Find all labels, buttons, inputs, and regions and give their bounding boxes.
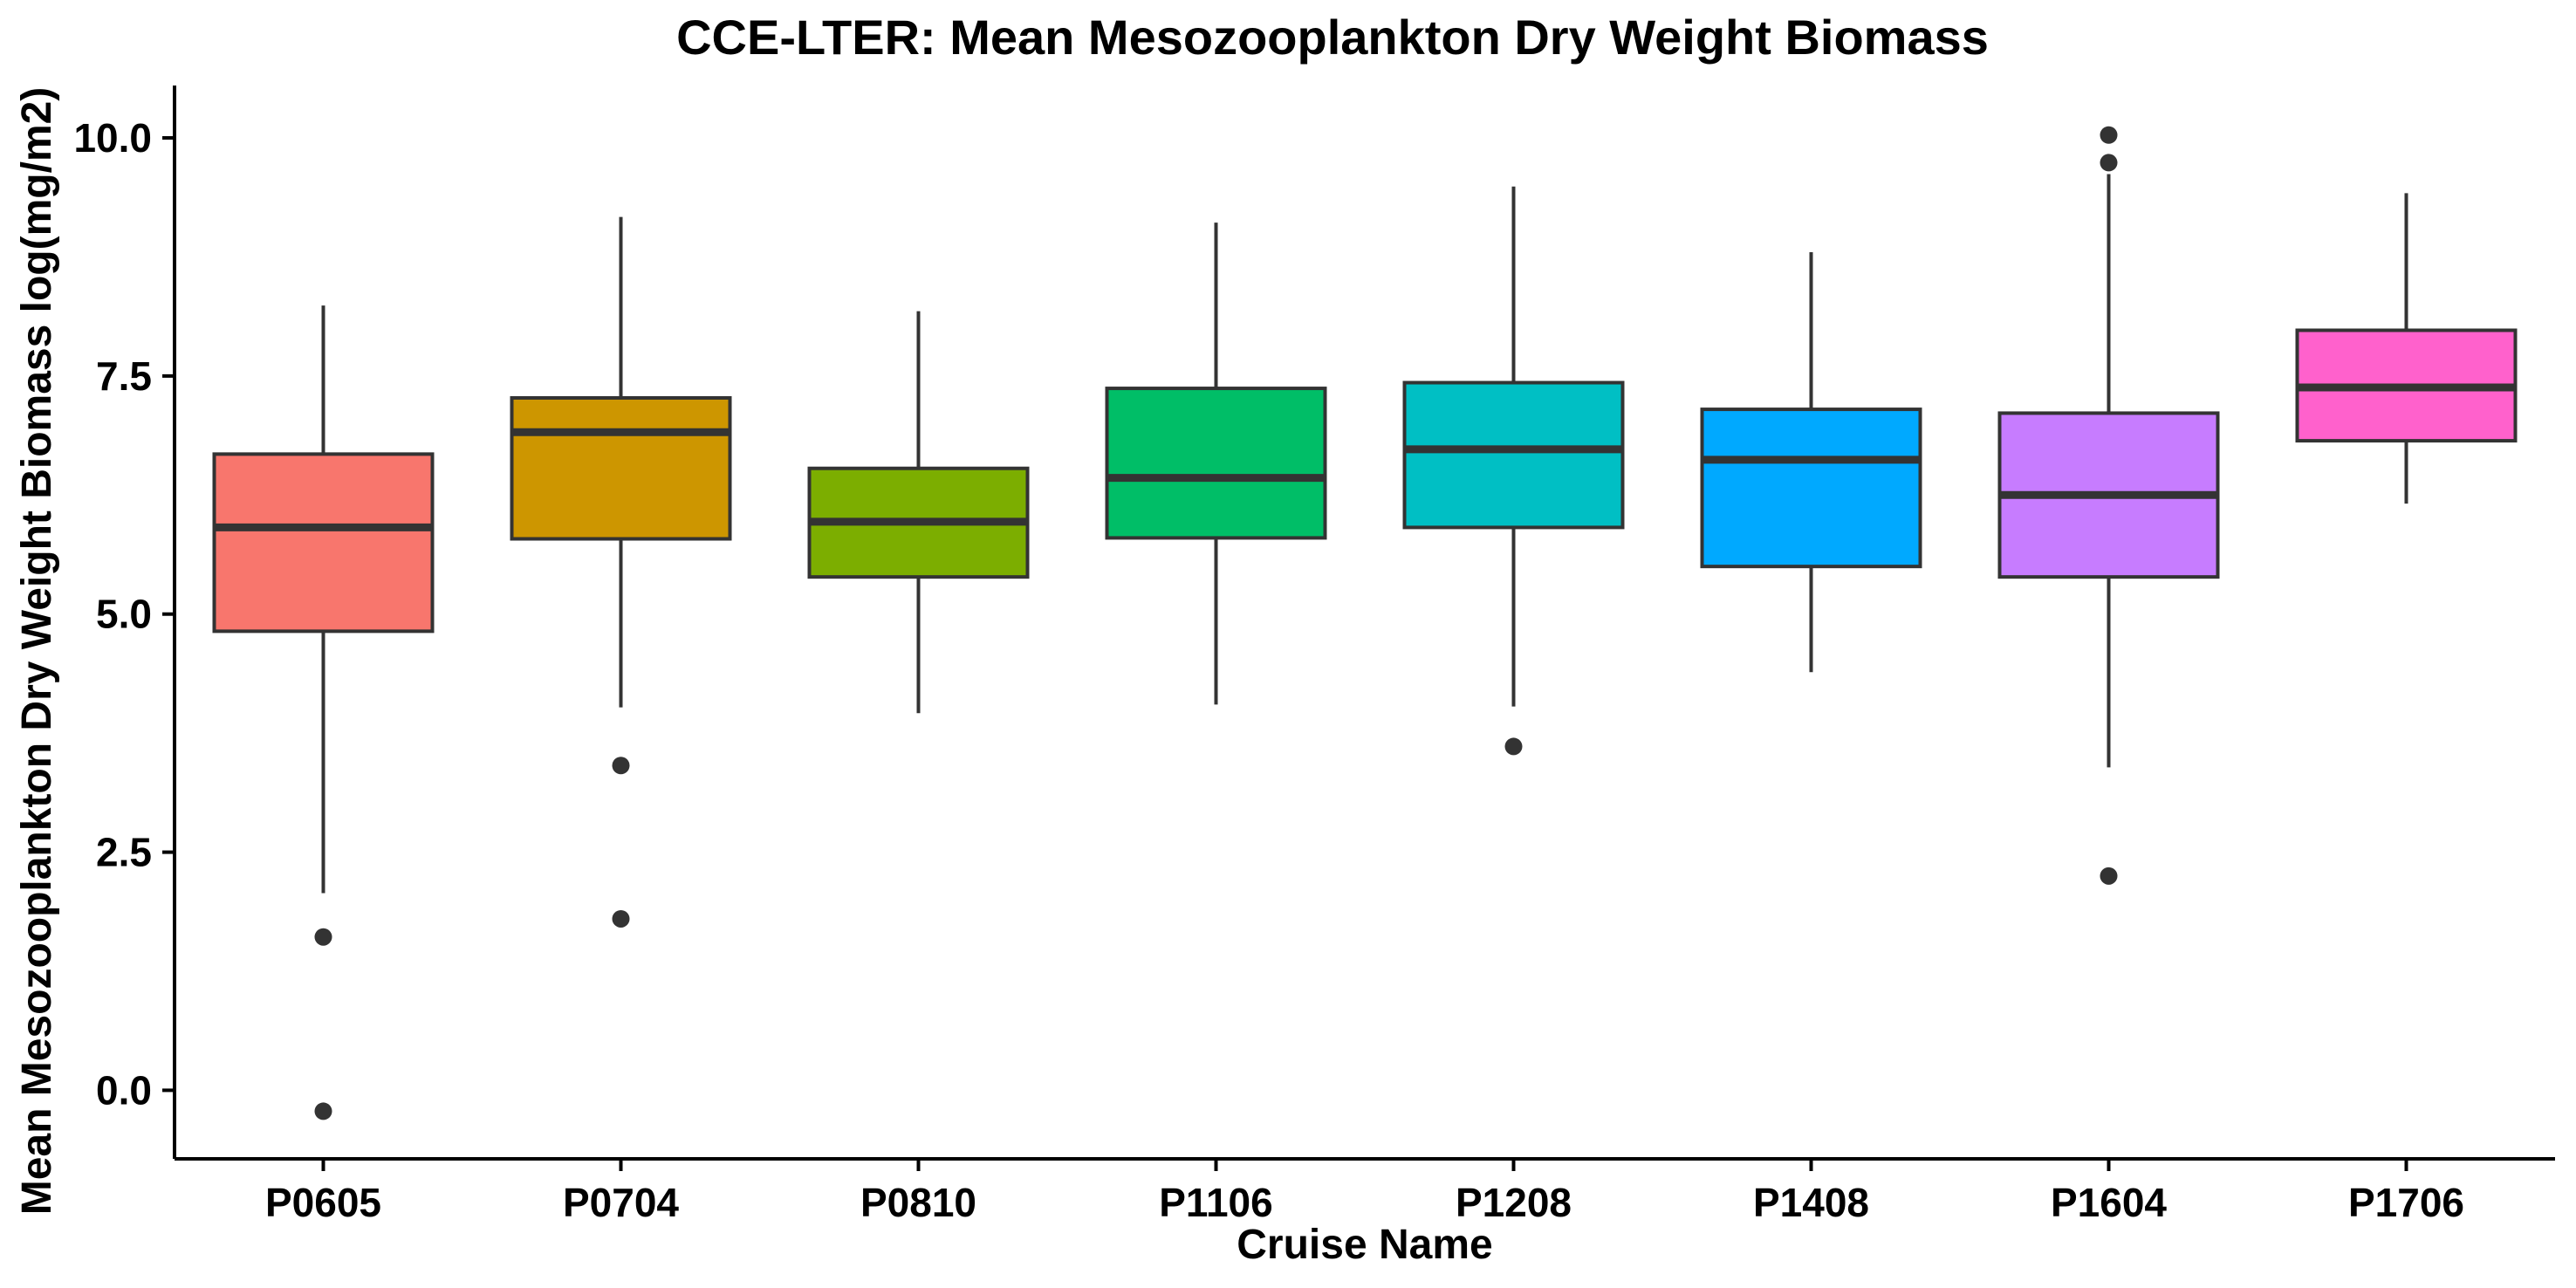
outlier-point bbox=[2100, 126, 2118, 144]
outlier-point bbox=[612, 909, 630, 928]
box-group-p1706 bbox=[2295, 193, 2518, 504]
outlier-point bbox=[314, 1102, 332, 1120]
chart-title: CCE-LTER: Mean Mesozooplankton Dry Weigh… bbox=[676, 10, 1989, 65]
y-tick-label: 5.0 bbox=[96, 592, 152, 637]
box-group-p0810 bbox=[807, 311, 1030, 714]
outlier-point bbox=[1504, 737, 1523, 756]
outlier-point bbox=[314, 928, 332, 946]
box-group-p1208 bbox=[1402, 186, 1625, 756]
plot-area: 0.0 2.5 5.0 7.5 10.0 P0605 P0704 P0810 P1106 P120… bbox=[73, 86, 2555, 1225]
x-tick-label: P1106 bbox=[1159, 1180, 1272, 1225]
y-axis-title: Mean Mesozooplankton Dry Weight Biomass … bbox=[14, 87, 60, 1216]
box-iqr bbox=[212, 452, 435, 634]
box-group-p1604 bbox=[1997, 126, 2220, 885]
box-group-p1106 bbox=[1105, 223, 1327, 705]
box-group-p1408 bbox=[1700, 251, 1922, 673]
x-tick-label: P1604 bbox=[2051, 1180, 2167, 1225]
y-tick-label: 2.5 bbox=[96, 830, 152, 875]
outlier-point bbox=[2100, 154, 2118, 172]
box-iqr bbox=[1402, 380, 1625, 530]
x-tick-label: P1408 bbox=[1753, 1180, 1869, 1225]
x-tick-label: P1208 bbox=[1456, 1180, 1572, 1225]
x-tick-label: P0810 bbox=[860, 1180, 976, 1225]
x-axis-title: Cruise Name bbox=[1237, 1222, 1492, 1268]
y-tick-label: 7.5 bbox=[96, 353, 152, 399]
outlier-point bbox=[612, 757, 630, 775]
y-tick-label: 10.0 bbox=[73, 115, 152, 161]
x-tick-label: P0605 bbox=[265, 1180, 381, 1225]
box-iqr bbox=[1105, 387, 1327, 540]
outlier-point bbox=[2100, 867, 2118, 885]
box-group-p0704 bbox=[510, 216, 732, 928]
y-tick-label: 0.0 bbox=[96, 1067, 152, 1113]
x-tick-label: P0704 bbox=[563, 1180, 679, 1225]
box-iqr bbox=[510, 395, 732, 541]
box-iqr bbox=[1700, 408, 1922, 569]
box-group-p0605 bbox=[212, 305, 435, 1120]
x-tick-label: P1706 bbox=[2348, 1180, 2464, 1225]
